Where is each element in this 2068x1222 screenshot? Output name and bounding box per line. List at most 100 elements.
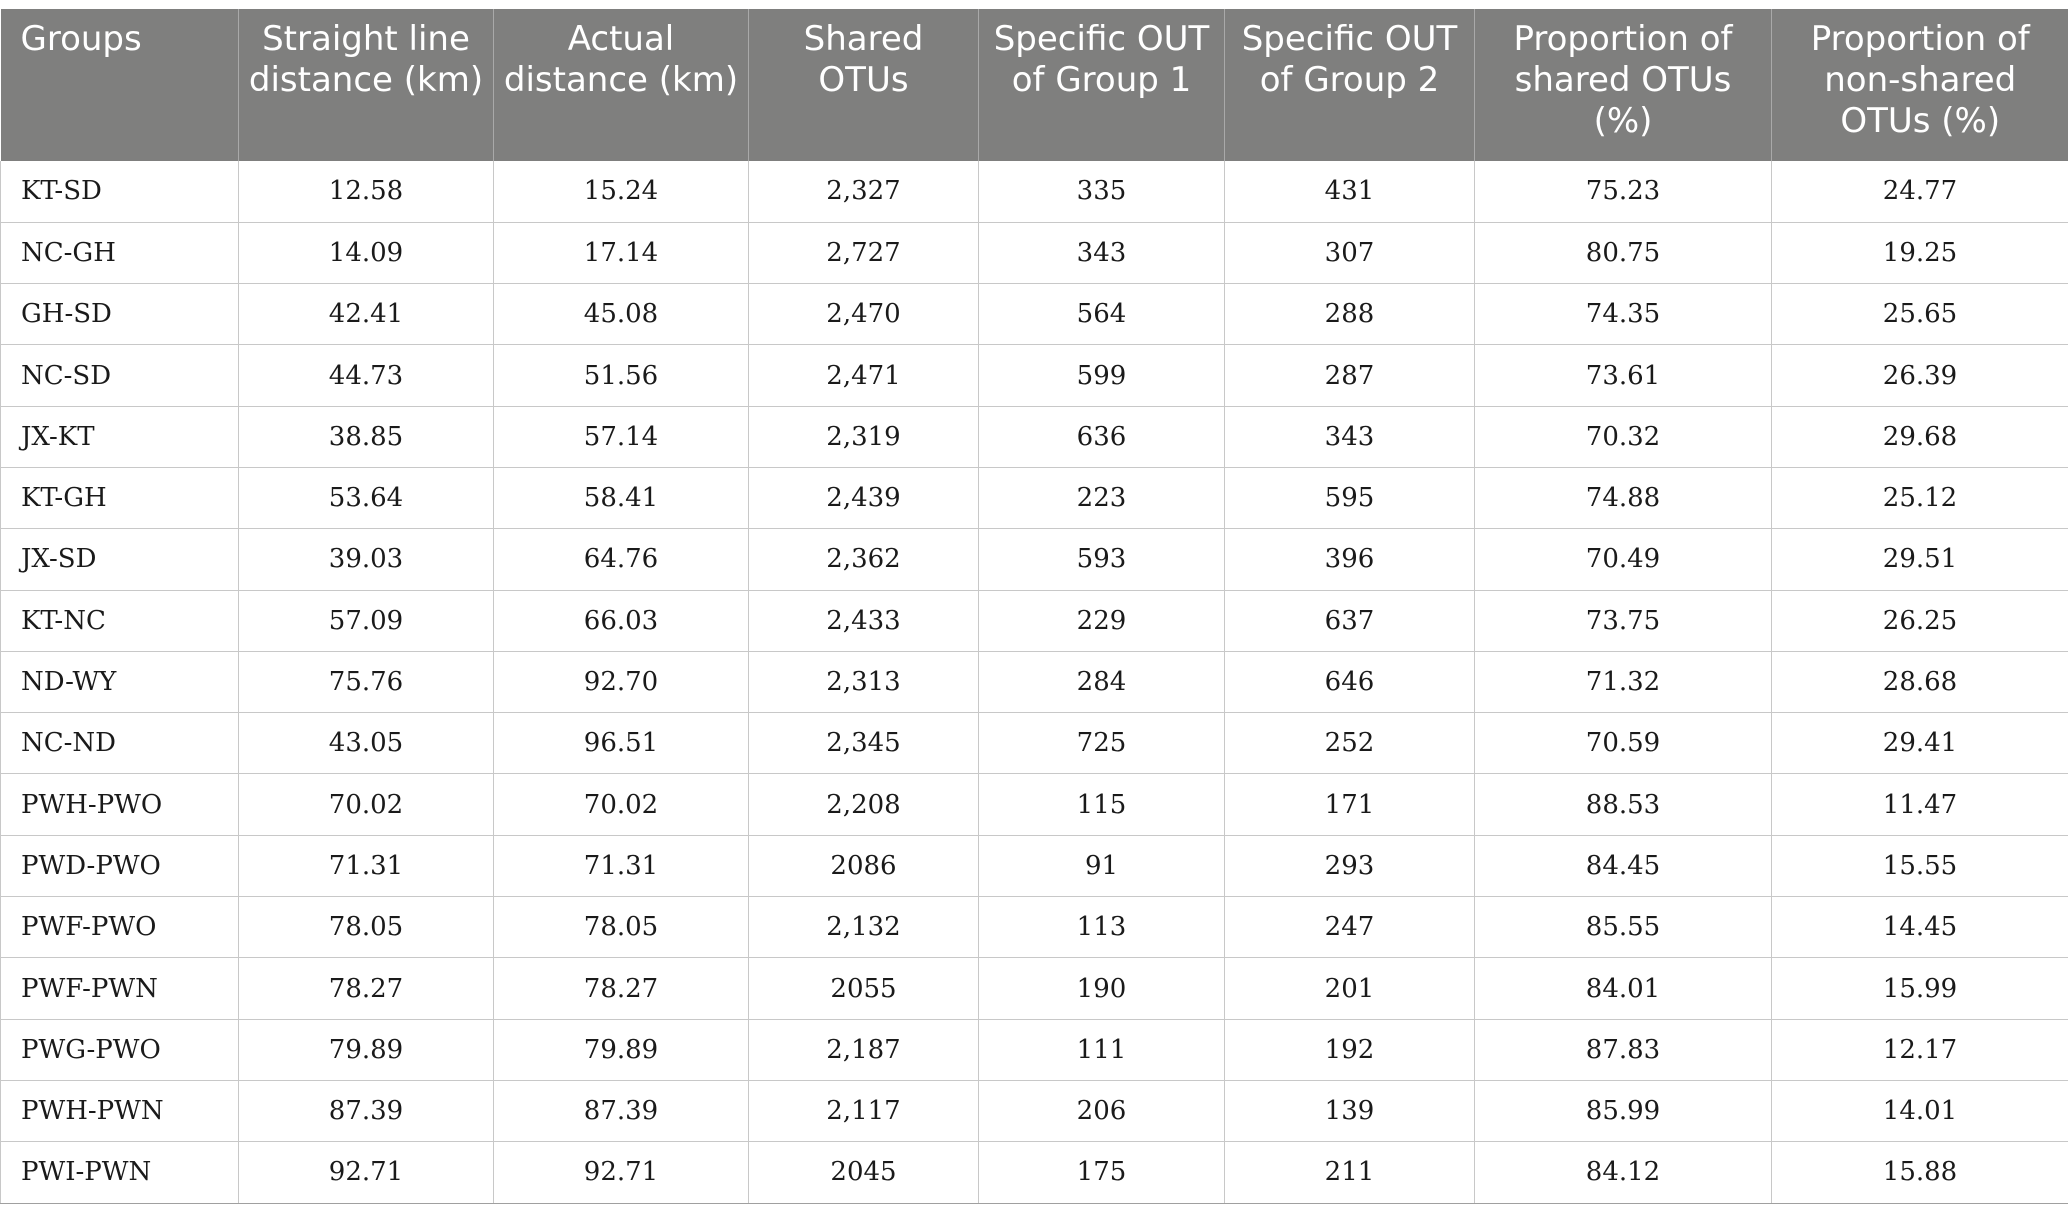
cell-actual-distance: 66.03 bbox=[493, 590, 749, 652]
table-row: PWG-PWO 79.89 79.89 2,187 111 192 87.83 12.17 bbox=[0, 1019, 2068, 1081]
cell-shared-otus: 2,345 bbox=[748, 712, 979, 775]
cell-straight-line-distance: 75.76 bbox=[238, 651, 494, 714]
cell-proportion-shared: 73.61 bbox=[1474, 344, 1772, 407]
cell-groups: PWI-PWN bbox=[0, 1141, 239, 1204]
cell-proportion-shared: 73.75 bbox=[1474, 590, 1772, 652]
cell-proportion-non-shared: 11.47 bbox=[1771, 773, 2068, 836]
cell-actual-distance: 57.14 bbox=[493, 406, 749, 468]
table-row: JX-KT 38.85 57.14 2,319 636 343 70.32 29.68 bbox=[0, 406, 2068, 468]
cell-specific-group-1: 229 bbox=[978, 590, 1225, 652]
cell-proportion-shared: 80.75 bbox=[1474, 222, 1772, 285]
cell-groups: NC-ND bbox=[0, 712, 239, 775]
cell-actual-distance: 15.24 bbox=[493, 161, 749, 223]
cell-straight-line-distance: 42.41 bbox=[238, 283, 494, 346]
cell-actual-distance: 96.51 bbox=[493, 712, 749, 775]
cell-specific-group-1: 206 bbox=[978, 1080, 1225, 1143]
cell-shared-otus: 2,319 bbox=[748, 406, 979, 468]
cell-specific-group-2: 637 bbox=[1224, 590, 1475, 652]
table-row: PWD-PWO 71.31 71.31 2086 91 293 84.45 15.55 bbox=[0, 835, 2068, 898]
cell-specific-group-1: 564 bbox=[978, 283, 1225, 346]
table-row: NC-SD 44.73 51.56 2,471 599 287 73.61 26.39 bbox=[0, 344, 2068, 407]
cell-shared-otus: 2,439 bbox=[748, 467, 979, 530]
cell-proportion-non-shared: 29.41 bbox=[1771, 712, 2068, 775]
cell-actual-distance: 70.02 bbox=[493, 773, 749, 836]
cell-specific-group-1: 636 bbox=[978, 406, 1225, 468]
cell-specific-group-1: 599 bbox=[978, 344, 1225, 407]
cell-proportion-non-shared: 15.55 bbox=[1771, 835, 2068, 898]
cell-actual-distance: 51.56 bbox=[493, 344, 749, 407]
cell-specific-group-2: 431 bbox=[1224, 161, 1475, 223]
cell-shared-otus: 2086 bbox=[748, 835, 979, 898]
cell-proportion-non-shared: 29.51 bbox=[1771, 528, 2068, 591]
header-proportion-non-shared: Proportion of non-shared OTUs (%) bbox=[1771, 9, 2068, 161]
cell-straight-line-distance: 53.64 bbox=[238, 467, 494, 530]
cell-specific-group-1: 593 bbox=[978, 528, 1225, 591]
cell-proportion-shared: 84.45 bbox=[1474, 835, 1772, 898]
table-row: NC-ND 43.05 96.51 2,345 725 252 70.59 29.41 bbox=[0, 712, 2068, 775]
cell-proportion-non-shared: 25.65 bbox=[1771, 283, 2068, 346]
cell-specific-group-2: 288 bbox=[1224, 283, 1475, 346]
cell-actual-distance: 58.41 bbox=[493, 467, 749, 530]
cell-groups: PWG-PWO bbox=[0, 1019, 239, 1081]
table-body: KT-SD 12.58 15.24 2,327 335 431 75.23 24.77 NC-G… bbox=[0, 161, 2068, 1204]
table-row: PWF-PWO 78.05 78.05 2,132 113 247 85.55 14.45 bbox=[0, 896, 2068, 959]
cell-straight-line-distance: 43.05 bbox=[238, 712, 494, 775]
cell-specific-group-2: 646 bbox=[1224, 651, 1475, 714]
cell-shared-otus: 2,187 bbox=[748, 1019, 979, 1081]
header-proportion-shared: Proportion of shared OTUs (%) bbox=[1474, 9, 1772, 161]
cell-shared-otus: 2,471 bbox=[748, 344, 979, 407]
table-row: NC-GH 14.09 17.14 2,727 343 307 80.75 19.25 bbox=[0, 222, 2068, 285]
cell-specific-group-2: 171 bbox=[1224, 773, 1475, 836]
cell-proportion-shared: 84.01 bbox=[1474, 957, 1772, 1020]
cell-specific-group-2: 595 bbox=[1224, 467, 1475, 530]
cell-shared-otus: 2,362 bbox=[748, 528, 979, 591]
cell-proportion-non-shared: 26.39 bbox=[1771, 344, 2068, 407]
cell-proportion-non-shared: 24.77 bbox=[1771, 161, 2068, 223]
cell-proportion-non-shared: 19.25 bbox=[1771, 222, 2068, 285]
cell-specific-group-1: 223 bbox=[978, 467, 1225, 530]
cell-specific-group-1: 725 bbox=[978, 712, 1225, 775]
cell-groups: PWF-PWN bbox=[0, 957, 239, 1020]
cell-proportion-non-shared: 25.12 bbox=[1771, 467, 2068, 530]
cell-proportion-non-shared: 14.01 bbox=[1771, 1080, 2068, 1143]
cell-actual-distance: 78.27 bbox=[493, 957, 749, 1020]
header-straight-line-distance: Straight line distance (km) bbox=[238, 9, 494, 161]
cell-specific-group-1: 113 bbox=[978, 896, 1225, 959]
cell-specific-group-2: 307 bbox=[1224, 222, 1475, 285]
cell-straight-line-distance: 79.89 bbox=[238, 1019, 494, 1081]
cell-specific-group-1: 111 bbox=[978, 1019, 1225, 1081]
cell-specific-group-2: 211 bbox=[1224, 1141, 1475, 1204]
cell-proportion-shared: 71.32 bbox=[1474, 651, 1772, 714]
cell-straight-line-distance: 71.31 bbox=[238, 835, 494, 898]
cell-specific-group-1: 190 bbox=[978, 957, 1225, 1020]
cell-proportion-shared: 74.88 bbox=[1474, 467, 1772, 530]
cell-proportion-shared: 84.12 bbox=[1474, 1141, 1772, 1204]
header-row: Groups Straight line distance (km) Actua… bbox=[0, 9, 2068, 161]
cell-groups: ND-WY bbox=[0, 651, 239, 714]
cell-actual-distance: 17.14 bbox=[493, 222, 749, 285]
table-header: Groups Straight line distance (km) Actua… bbox=[0, 9, 2068, 161]
cell-proportion-shared: 85.99 bbox=[1474, 1080, 1772, 1143]
cell-specific-group-2: 252 bbox=[1224, 712, 1475, 775]
cell-straight-line-distance: 39.03 bbox=[238, 528, 494, 591]
header-shared-otus: Shared OTUs bbox=[748, 9, 979, 161]
cell-proportion-non-shared: 15.99 bbox=[1771, 957, 2068, 1020]
cell-specific-group-2: 396 bbox=[1224, 528, 1475, 591]
cell-specific-group-2: 293 bbox=[1224, 835, 1475, 898]
table-row: KT-NC 57.09 66.03 2,433 229 637 73.75 26.25 bbox=[0, 590, 2068, 652]
cell-shared-otus: 2,327 bbox=[748, 161, 979, 223]
cell-proportion-shared: 87.83 bbox=[1474, 1019, 1772, 1081]
header-groups: Groups bbox=[0, 9, 239, 161]
cell-specific-group-2: 287 bbox=[1224, 344, 1475, 407]
table-row: KT-SD 12.58 15.24 2,327 335 431 75.23 24.77 bbox=[0, 161, 2068, 223]
cell-proportion-non-shared: 15.88 bbox=[1771, 1141, 2068, 1204]
cell-shared-otus: 2,117 bbox=[748, 1080, 979, 1143]
cell-proportion-non-shared: 28.68 bbox=[1771, 651, 2068, 714]
cell-proportion-non-shared: 26.25 bbox=[1771, 590, 2068, 652]
cell-proportion-non-shared: 12.17 bbox=[1771, 1019, 2068, 1081]
cell-specific-group-1: 175 bbox=[978, 1141, 1225, 1204]
table-row: KT-GH 53.64 58.41 2,439 223 595 74.88 25.12 bbox=[0, 467, 2068, 530]
cell-groups: KT-GH bbox=[0, 467, 239, 530]
table-row: GH-SD 42.41 45.08 2,470 564 288 74.35 25.65 bbox=[0, 283, 2068, 346]
cell-straight-line-distance: 12.58 bbox=[238, 161, 494, 223]
